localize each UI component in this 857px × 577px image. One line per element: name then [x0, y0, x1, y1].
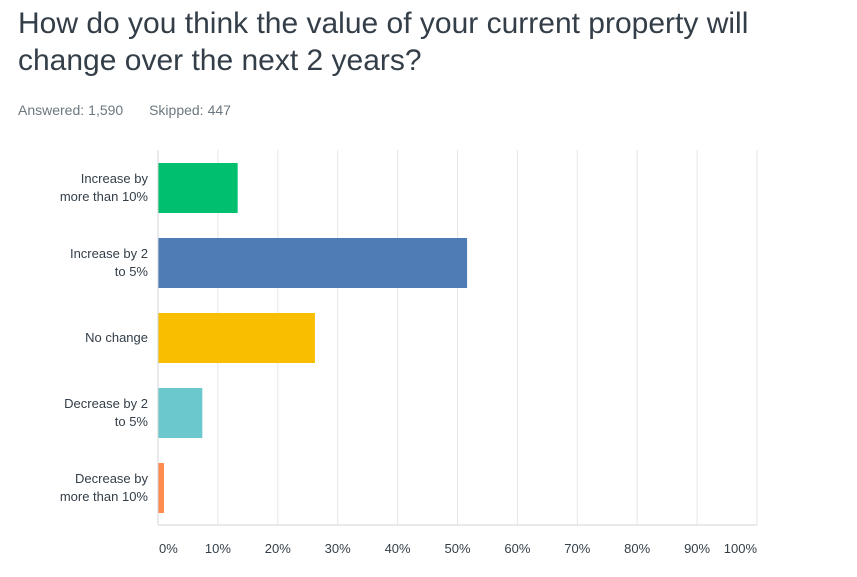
response-stats: Answered: 1,590 Skipped: 447 — [18, 102, 231, 118]
x-tick-label: 50% — [444, 541, 470, 556]
bar — [158, 163, 238, 213]
bar — [158, 388, 203, 438]
answered-value: 1,590 — [88, 102, 124, 118]
answered-count: Answered: 1,590 — [18, 102, 123, 118]
x-tick-label: 0% — [159, 541, 178, 556]
skipped-value: 447 — [207, 102, 231, 118]
answered-label: Answered: — [18, 102, 85, 118]
x-tick-label: 100% — [724, 541, 758, 556]
bar — [158, 463, 164, 513]
category-label: Decrease by more than 10% — [60, 471, 149, 504]
x-tick-label: 90% — [684, 541, 710, 556]
category-label: Decrease by 2 to 5% — [64, 396, 148, 429]
category-label: No change — [85, 330, 148, 345]
x-tick-label: 60% — [504, 541, 530, 556]
skipped-count: Skipped: 447 — [149, 102, 231, 118]
bar — [158, 238, 468, 288]
x-tick-label: 80% — [624, 541, 650, 556]
category-label: Increase by 2 to 5% — [70, 246, 148, 279]
category-label: Increase by more than 10% — [60, 171, 149, 204]
question-title: How do you think the value of your curre… — [18, 7, 749, 77]
x-tick-label: 30% — [325, 541, 351, 556]
x-tick-label: 40% — [385, 541, 411, 556]
x-tick-label: 10% — [205, 541, 231, 556]
bar — [158, 313, 315, 363]
skipped-label: Skipped: — [149, 102, 204, 118]
x-tick-label: 70% — [564, 541, 590, 556]
x-tick-label: 20% — [265, 541, 291, 556]
